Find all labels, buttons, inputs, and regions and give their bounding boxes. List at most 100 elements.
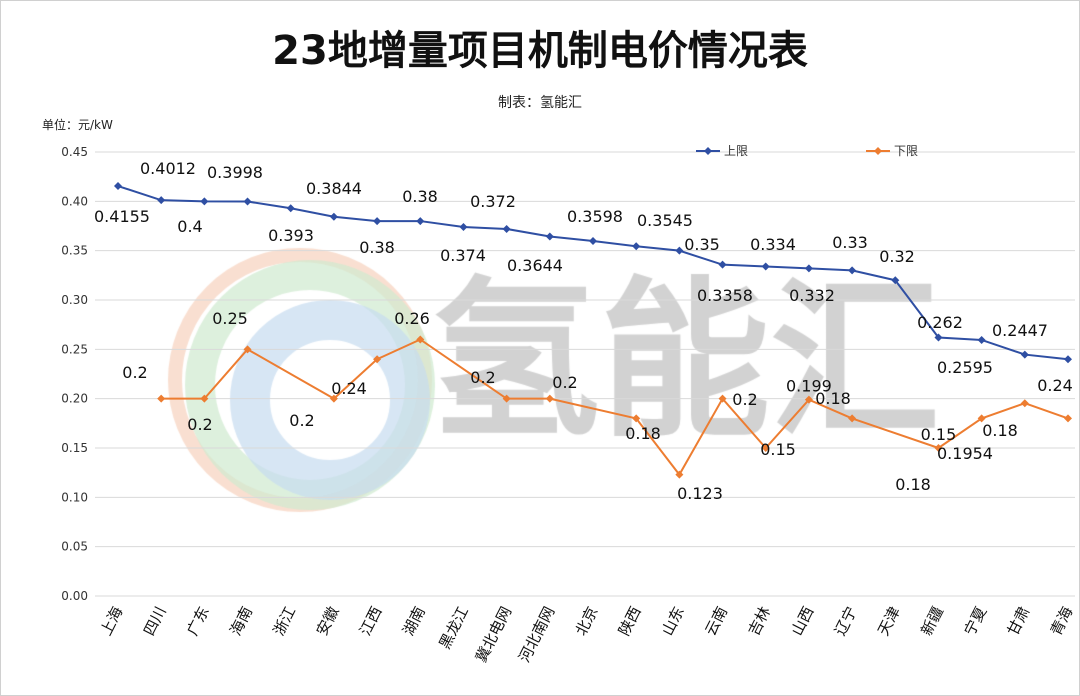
x-tick-label: 河北南网 [515, 604, 558, 666]
data-label: 0.3358 [697, 286, 753, 305]
data-point [761, 262, 770, 271]
data-point [589, 236, 597, 245]
x-tick-label: 吉林 [745, 604, 775, 639]
data-point [977, 335, 986, 344]
x-tick-label: 新疆 [917, 604, 947, 639]
x-tick-label: 浙江 [270, 604, 300, 639]
data-label: 0.15 [921, 425, 957, 444]
data-point [1020, 399, 1029, 408]
data-label: 0.2 [122, 363, 147, 382]
data-point [502, 224, 511, 233]
data-point [459, 222, 468, 231]
x-tick-label: 山西 [788, 604, 818, 639]
y-tick-label: 0.20 [61, 392, 88, 406]
legend-marker-icon [704, 147, 712, 155]
y-tick-label: 0.35 [61, 244, 88, 258]
y-tick-label: 0.25 [61, 342, 88, 356]
legend-marker-icon [874, 147, 882, 155]
data-label: 0.24 [331, 379, 367, 398]
data-label: 0.38 [402, 187, 438, 206]
data-point [632, 242, 641, 251]
data-point [286, 204, 295, 213]
data-label: 0.35 [684, 235, 720, 254]
data-label: 0.15 [760, 440, 796, 459]
data-point [243, 197, 252, 206]
data-point [200, 197, 209, 206]
y-axis-unit-label: 单位：元/kW [42, 118, 113, 132]
data-label: 0.2595 [937, 358, 993, 377]
data-point [1064, 414, 1072, 423]
data-point [157, 394, 166, 403]
data-label: 0.199 [786, 377, 832, 396]
data-label: 0.262 [917, 313, 963, 332]
x-tick-label: 海南 [226, 604, 256, 639]
x-tick-label: 北京 [572, 604, 602, 639]
data-label: 0.32 [879, 247, 915, 266]
data-point [373, 217, 382, 226]
data-label: 0.18 [895, 475, 931, 494]
x-tick-label: 江西 [356, 604, 386, 639]
y-tick-label: 0.40 [61, 194, 88, 208]
data-label: 0.3545 [637, 211, 693, 230]
data-point [804, 264, 813, 273]
data-label: 0.38 [359, 238, 395, 257]
legend-label: 上限 [724, 144, 748, 158]
data-label: 0.2 [732, 390, 757, 409]
x-tick-label: 青海 [1047, 604, 1077, 639]
chart-subtitle: 制表：氢能汇 [498, 95, 582, 111]
data-label: 0.25 [212, 309, 248, 328]
x-tick-label: 宁夏 [961, 604, 991, 639]
x-tick-label: 湖南 [399, 604, 429, 639]
chart-title: 23地增量项目机制电价情况表 [272, 28, 808, 74]
data-label: 0.332 [789, 286, 835, 305]
data-label: 0.33 [832, 233, 868, 252]
x-tick-label: 陕西 [615, 604, 645, 639]
data-label: 0.3598 [567, 207, 623, 226]
data-point [329, 212, 338, 221]
data-point [502, 394, 511, 403]
data-label: 0.3844 [306, 179, 362, 198]
x-tick-label: 山东 [658, 604, 688, 639]
data-label: 0.1954 [937, 444, 993, 463]
data-label: 0.334 [750, 235, 796, 254]
data-label: 0.26 [394, 309, 430, 328]
data-label: 0.18 [815, 389, 851, 408]
data-label: 0.2 [289, 411, 314, 430]
data-point [329, 394, 338, 403]
data-label: 0.2447 [992, 321, 1048, 340]
data-label: 0.24 [1037, 376, 1073, 395]
data-point [1064, 355, 1072, 364]
data-point [416, 217, 425, 226]
data-point [200, 394, 209, 403]
data-point [243, 345, 252, 354]
data-point [114, 182, 122, 191]
data-label: 0.4012 [140, 159, 196, 178]
data-point [718, 260, 727, 269]
data-point [848, 266, 857, 275]
data-point [545, 232, 554, 241]
x-tick-label: 黑龙江 [436, 604, 472, 652]
data-label: 0.2 [470, 368, 495, 387]
data-point [675, 246, 684, 255]
data-point [761, 444, 770, 452]
data-label: 0.18 [625, 424, 661, 443]
data-point [545, 394, 554, 403]
data-point [1020, 350, 1029, 359]
data-point [934, 333, 943, 342]
data-point [718, 394, 727, 403]
data-label: 0.18 [982, 421, 1018, 440]
x-tick-label: 广东 [183, 604, 213, 639]
data-point [934, 444, 943, 452]
y-tick-label: 0.10 [61, 490, 88, 504]
data-point [373, 355, 382, 364]
data-label: 0.374 [440, 246, 486, 265]
data-label: 0.4 [177, 217, 202, 236]
x-tick-label: 安徽 [313, 604, 343, 639]
y-tick-label: 0.45 [61, 145, 88, 159]
data-label: 0.2 [552, 373, 577, 392]
x-tick-label: 甘肃 [1004, 604, 1034, 639]
data-label: 0.123 [677, 484, 723, 503]
data-point [804, 395, 813, 404]
